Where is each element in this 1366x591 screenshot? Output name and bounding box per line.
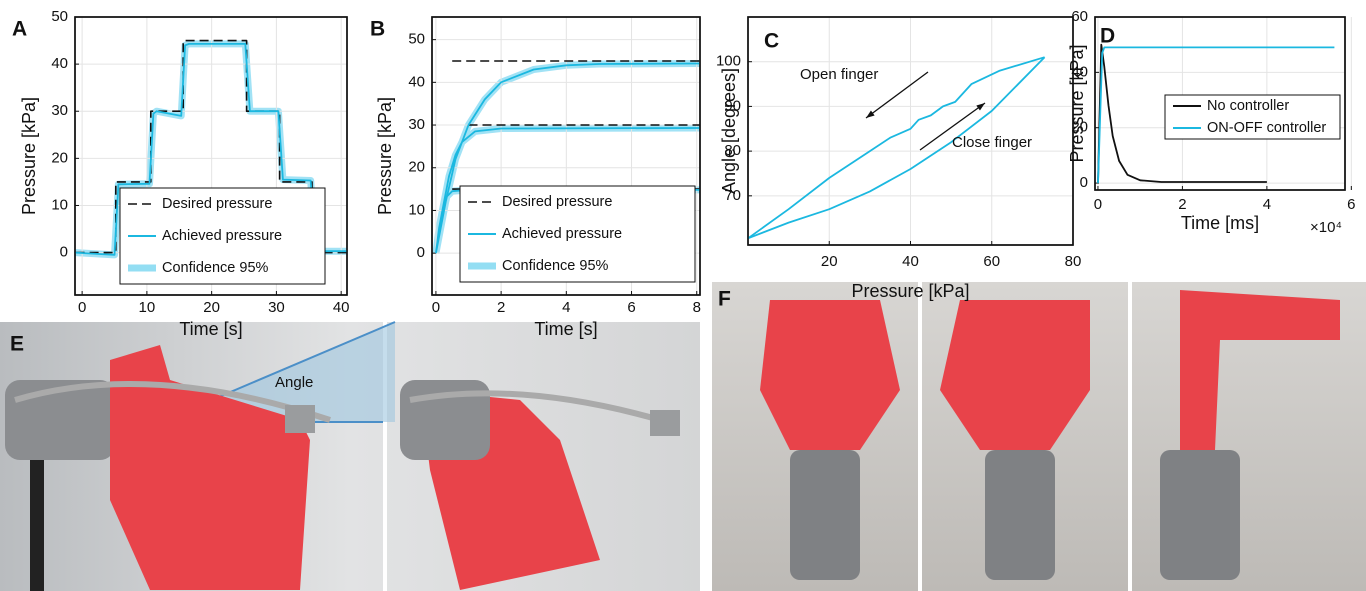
series-line	[1097, 46, 1335, 184]
series-line	[75, 39, 347, 254]
legend-label: Confidence 95%	[162, 260, 269, 276]
y-tick-label: 30	[408, 116, 425, 133]
y-tick-label: 40	[408, 73, 425, 90]
series-line	[747, 56, 1046, 240]
legend-label: Desired pressure	[502, 194, 612, 210]
series-line	[452, 60, 700, 190]
legend-label: Achieved pressure	[502, 226, 622, 242]
x-axis-label: Time [s]	[534, 319, 597, 339]
plot-border	[747, 16, 1074, 246]
y-tick-label: 10	[51, 196, 68, 213]
y-axis-label: Pressure [kPa]	[19, 97, 39, 215]
y-tick-label: 70	[724, 187, 741, 204]
x-tick-label: 60	[983, 253, 1000, 270]
x-tick-label: 40	[333, 299, 350, 316]
panel-label: C	[764, 30, 779, 53]
x-tick-label: 2	[1178, 196, 1186, 213]
y-tick-label: 20	[408, 159, 425, 176]
panel-label: A	[12, 18, 27, 41]
x-tick-label: 4	[562, 299, 570, 316]
y-axis-label: Pressure [kPa]	[375, 97, 395, 215]
x-tick-label: 40	[902, 253, 919, 270]
x-tick-label: 20	[203, 299, 220, 316]
x-axis-label: Pressure [kPa]	[851, 281, 969, 301]
arrow	[865, 71, 929, 119]
arrow	[919, 102, 986, 151]
panel-label: F	[718, 288, 731, 311]
legend-label: Confidence 95%	[502, 258, 609, 274]
legend-label: ON-OFF controller	[1207, 120, 1326, 136]
legend-box	[459, 185, 696, 283]
y-tick-label: 0	[1080, 174, 1088, 191]
arrow-head	[866, 110, 875, 118]
y-tick-label: 0	[417, 244, 425, 261]
plot-border	[431, 16, 701, 296]
y-tick-label: 50	[51, 8, 68, 25]
y-tick-label: 20	[51, 149, 68, 166]
legend-label: Achieved pressure	[162, 228, 282, 244]
x-tick-label: 20	[821, 253, 838, 270]
y-tick-label: 20	[1071, 119, 1088, 136]
x-tick-label: 0	[78, 299, 86, 316]
series-line	[747, 56, 1045, 240]
y-tick-label: 100	[716, 53, 741, 70]
y-axis-label: Pressure [kPa]	[1067, 44, 1087, 162]
y-axis-label: Angle [degrees]	[719, 68, 739, 194]
annotation: Close finger	[952, 134, 1032, 151]
x-tick-label: 10	[139, 299, 156, 316]
legend-label: Desired pressure	[162, 196, 272, 212]
x-tick-label: 0	[1094, 196, 1102, 213]
legend-label: No controller	[1207, 98, 1289, 114]
series-line	[75, 43, 347, 256]
y-tick-label: 40	[1071, 63, 1088, 80]
y-tick-label: 0	[60, 244, 68, 261]
panel-label: D	[1100, 25, 1115, 48]
plot-border	[1094, 16, 1346, 191]
photo-annotation: Angle	[275, 374, 313, 391]
y-tick-label: 40	[51, 55, 68, 72]
photo-f	[712, 282, 1366, 591]
panel-label: E	[10, 333, 24, 356]
x-tick-label: 30	[268, 299, 285, 316]
x-tick-label: 8	[693, 299, 701, 316]
y-tick-label: 90	[724, 97, 741, 114]
arrow-head	[976, 103, 985, 111]
y-tick-label: 10	[408, 201, 425, 218]
photo-e	[0, 321, 700, 591]
x-multiplier: ×10⁴	[1310, 219, 1342, 236]
x-axis-label: Time [s]	[179, 319, 242, 339]
y-tick-label: 80	[724, 142, 741, 159]
legend-box	[1164, 94, 1341, 140]
y-tick-label: 60	[1071, 8, 1088, 25]
y-tick-label: 30	[51, 102, 68, 119]
x-tick-label: 80	[1065, 253, 1082, 270]
y-tick-label: 50	[408, 31, 425, 48]
x-tick-label: 2	[497, 299, 505, 316]
x-tick-label: 4	[1263, 196, 1271, 213]
annotation: Open finger	[800, 66, 878, 83]
x-axis-label: Time [ms]	[1181, 213, 1259, 233]
x-tick-label: 6	[1347, 196, 1355, 213]
panel-label: B	[370, 18, 385, 41]
x-tick-label: 6	[627, 299, 635, 316]
x-tick-label: 0	[432, 299, 440, 316]
plot-border	[74, 16, 348, 296]
